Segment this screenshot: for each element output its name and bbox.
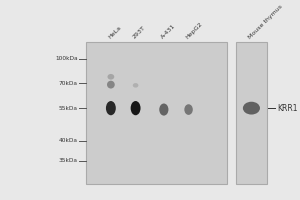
Ellipse shape: [159, 104, 168, 116]
Bar: [236, 42, 267, 184]
Text: 70kDa: 70kDa: [59, 81, 78, 86]
Text: KRR1: KRR1: [277, 104, 297, 113]
Text: 55kDa: 55kDa: [59, 106, 78, 111]
Text: 100kDa: 100kDa: [55, 56, 78, 61]
Text: HepG2: HepG2: [185, 21, 204, 40]
Ellipse shape: [184, 104, 193, 115]
Ellipse shape: [130, 101, 140, 115]
Ellipse shape: [133, 83, 138, 88]
Text: Mouse thymus: Mouse thymus: [248, 4, 284, 40]
Text: 40kDa: 40kDa: [59, 138, 78, 143]
Ellipse shape: [106, 101, 116, 115]
Text: A-431: A-431: [160, 24, 177, 40]
Ellipse shape: [243, 102, 260, 115]
Text: 293T: 293T: [132, 25, 147, 40]
Text: HeLa: HeLa: [107, 25, 122, 40]
Bar: [86, 42, 227, 184]
Ellipse shape: [107, 81, 115, 89]
Text: 35kDa: 35kDa: [59, 158, 78, 163]
Ellipse shape: [107, 74, 114, 80]
